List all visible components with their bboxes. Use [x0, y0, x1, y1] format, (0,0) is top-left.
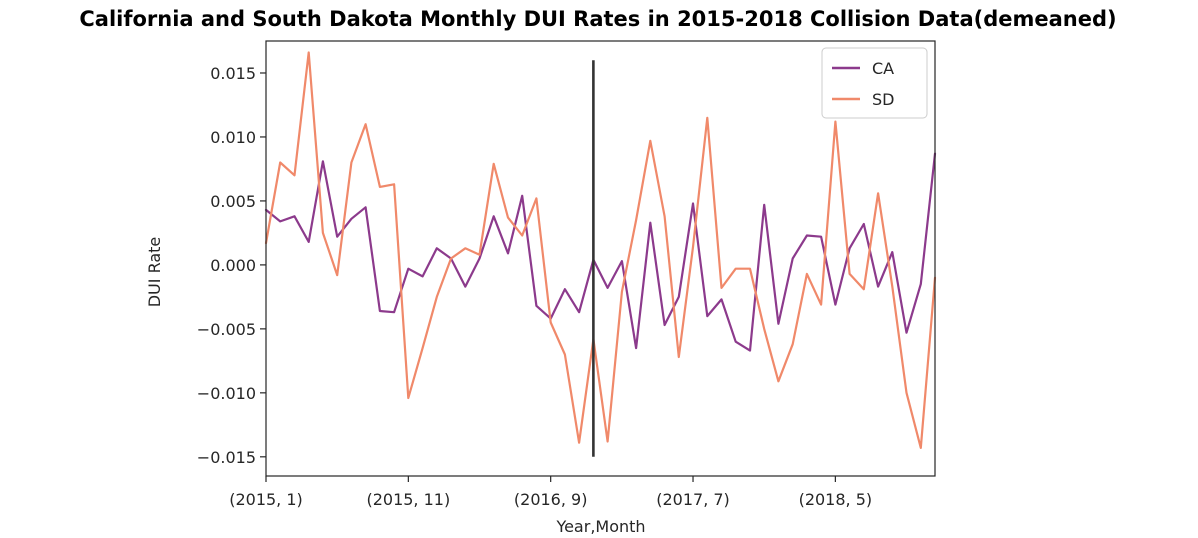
x-axis-label: Year,Month — [555, 517, 645, 536]
y-axis-label: DUI Rate — [145, 237, 164, 308]
x-tick-label: (2016, 9) — [514, 490, 588, 509]
x-tick-label: (2018, 5) — [799, 490, 873, 509]
chart-title: California and South Dakota Monthly DUI … — [79, 7, 1116, 31]
x-tick-label: (2017, 7) — [656, 490, 730, 509]
x-tick-label: (2015, 11) — [366, 490, 450, 509]
legend-box — [821, 47, 928, 119]
series-line-ca — [264, 152, 937, 352]
legend-label-ca: CA — [872, 59, 894, 78]
y-tick-label: 0.005 — [210, 192, 256, 211]
plot-area: −0.015 −0.010 −0.005 0.000 0.005 0.010 0.015 (2… — [197, 40, 937, 509]
plot-frame — [265, 40, 936, 477]
y-tick-label: 0.010 — [210, 128, 256, 147]
legend-label-sd: SD — [872, 90, 894, 109]
y-tick-label: −0.005 — [197, 320, 256, 339]
series-line-sd — [264, 51, 937, 449]
x-tick-label: (2015, 1) — [229, 490, 303, 509]
y-tick-label: 0.000 — [210, 256, 256, 275]
y-tick-label: −0.010 — [197, 384, 256, 403]
y-tick-label: 0.015 — [210, 64, 256, 83]
y-tick-label: −0.015 — [197, 448, 256, 467]
